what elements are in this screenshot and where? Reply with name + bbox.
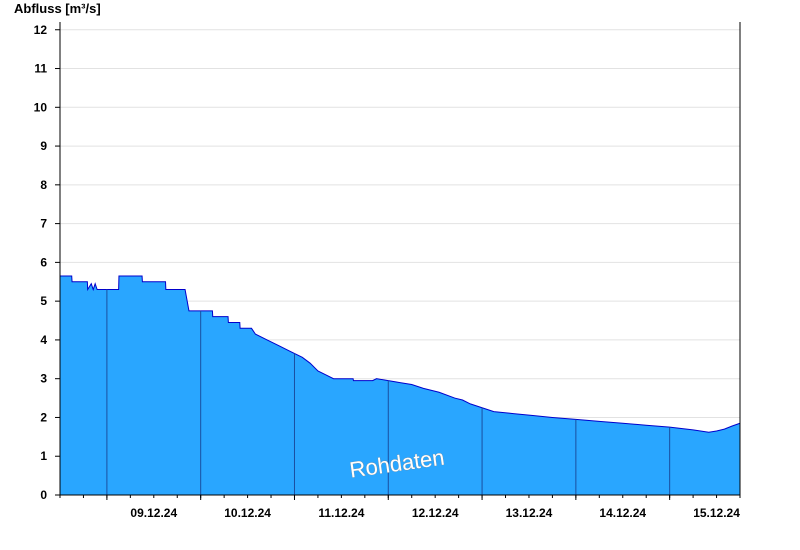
y-tick-label: 1	[40, 449, 47, 463]
y-tick-label: 3	[40, 372, 47, 386]
x-axis: 09.12.24 10.12.24 11.12.24 12.12.24 13.12.24…	[59, 494, 741, 520]
y-tick-label: 11	[34, 62, 47, 76]
x-tick-label: 14.12.24	[599, 506, 646, 520]
y-axis-label: Abfluss [m³/s]	[14, 1, 101, 16]
y-tick-label: 12	[34, 23, 48, 37]
x-tick-label: 13.12.24	[506, 506, 553, 520]
x-tick-label: 09.12.24	[130, 506, 177, 520]
y-tick-label: 7	[40, 217, 47, 231]
x-tick-label: 10.12.24	[224, 506, 271, 520]
day-divider-lines	[106, 289, 671, 495]
y-tick-label: 9	[40, 139, 47, 153]
y-tick-label: 6	[40, 255, 47, 269]
x-tick-label: 12.12.24	[412, 506, 459, 520]
y-tick-label: 4	[40, 333, 47, 347]
y-tick-label: 0	[40, 488, 47, 502]
y-tick-label: 10	[34, 100, 48, 114]
x-tick-label: 11.12.24	[318, 506, 364, 520]
y-tick-label: 5	[40, 294, 47, 308]
y-tick-label: 8	[40, 178, 47, 192]
y-tick-label: 2	[40, 410, 47, 424]
series-area-fill	[60, 275, 740, 495]
x-tick-label: 15.12.24	[693, 506, 740, 520]
